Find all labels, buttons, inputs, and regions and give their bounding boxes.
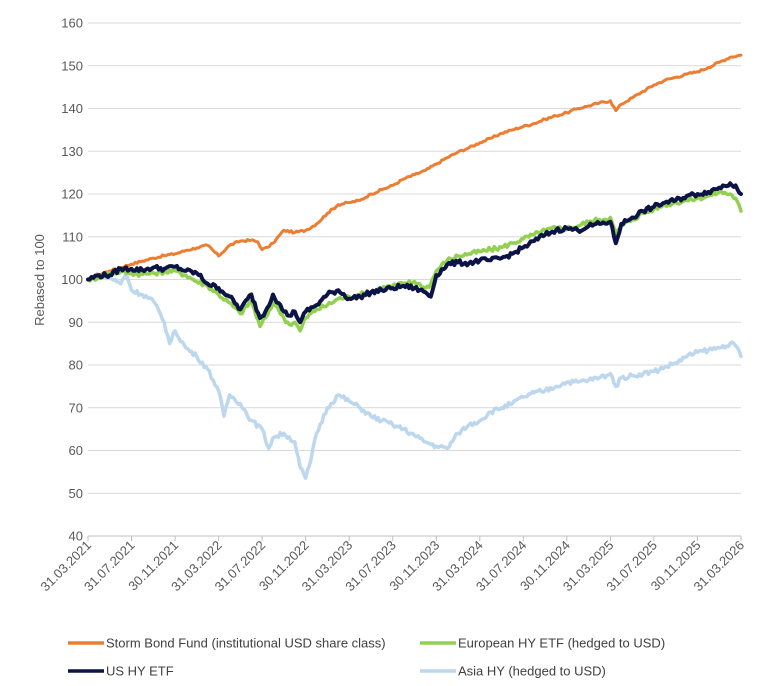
legend-item-3: Asia HY (hedged to USD) bbox=[420, 664, 606, 679]
legend-item-2: US HY ETF bbox=[68, 664, 174, 679]
y-tick-label: 110 bbox=[62, 229, 83, 244]
y-tick-label: 100 bbox=[61, 272, 83, 287]
legend-label: Asia HY (hedged to USD) bbox=[458, 664, 606, 679]
legend-item-1: European HY ETF (hedged to USD) bbox=[420, 636, 665, 651]
y-tick-label: 60 bbox=[69, 443, 83, 458]
y-tick-label: 120 bbox=[61, 187, 83, 202]
y-tick-label: 150 bbox=[61, 58, 83, 73]
legend-label: European HY ETF (hedged to USD) bbox=[458, 636, 665, 651]
y-axis-title: Rebased to 100 bbox=[32, 234, 47, 326]
y-tick-label: 130 bbox=[61, 144, 83, 159]
legend-item-0: Storm Bond Fund (institutional USD share… bbox=[68, 636, 386, 651]
y-axis: 40 50 60 70 80 90 100 110 120 130 140 150 160 bbox=[61, 16, 83, 544]
y-tick-label: 70 bbox=[69, 400, 83, 415]
legend-label: US HY ETF bbox=[106, 664, 174, 679]
y-tick-label: 80 bbox=[69, 358, 83, 373]
y-tick-label: 140 bbox=[61, 101, 83, 116]
legend: Storm Bond Fund (institutional USD share… bbox=[68, 636, 665, 679]
series-line-2 bbox=[86, 181, 743, 325]
y-tick-label: 50 bbox=[69, 486, 83, 501]
legend-label: Storm Bond Fund (institutional USD share… bbox=[106, 636, 386, 651]
series-lines bbox=[86, 53, 743, 481]
gridlines bbox=[88, 22, 741, 537]
y-tick-label: 90 bbox=[69, 315, 83, 330]
x-axis: 31.03.202131.07.202130.11.202131.03.2022… bbox=[37, 536, 747, 594]
series-line-3 bbox=[86, 271, 743, 481]
y-tick-label: 160 bbox=[61, 16, 83, 31]
y-tick-label: 40 bbox=[69, 529, 83, 544]
series-line-0 bbox=[86, 53, 743, 281]
